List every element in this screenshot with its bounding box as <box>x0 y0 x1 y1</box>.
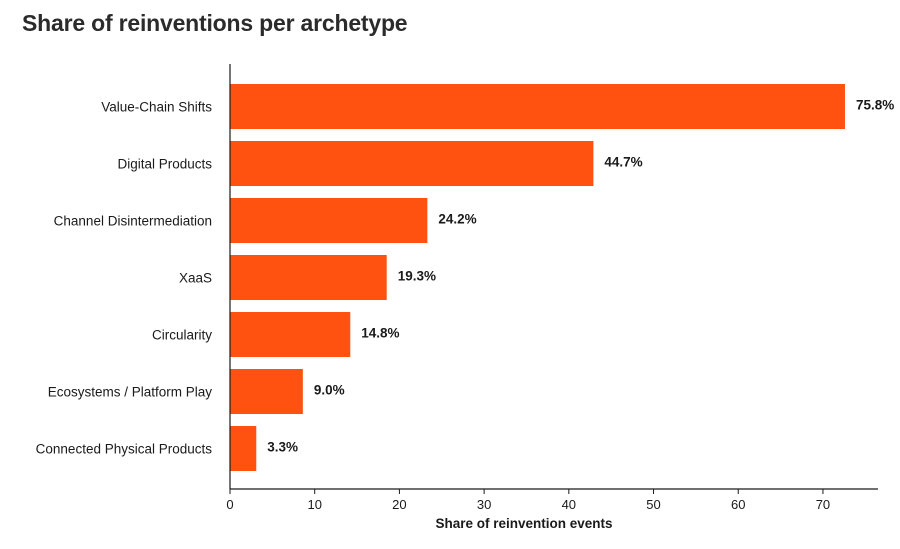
x-tick-label-5: 50 <box>646 497 660 512</box>
x-tick-label-1: 10 <box>307 497 321 512</box>
value-label-5: 9.0% <box>314 383 345 398</box>
category-label-3: XaaS <box>179 271 212 286</box>
category-label-2: Channel Disintermediation <box>54 214 212 229</box>
x-axis: 0 10 20 30 40 50 60 70 <box>226 488 878 512</box>
bar-6 <box>230 426 257 471</box>
value-label-1: 44.7% <box>604 155 642 170</box>
value-labels: 75.8% 44.7% 24.2% 19.3% 14.8% 9.0% 3.3% <box>267 98 894 455</box>
x-tick-label-0: 0 <box>226 497 233 512</box>
value-label-2: 24.2% <box>438 212 476 227</box>
bar-4 <box>230 312 351 357</box>
bar-5 <box>230 369 303 414</box>
x-tick-label-3: 30 <box>477 497 491 512</box>
x-tick-label-2: 20 <box>392 497 406 512</box>
bars-group <box>230 84 845 471</box>
category-label-4: Circularity <box>152 328 212 343</box>
bar-2 <box>230 198 428 243</box>
bar-1 <box>230 141 594 186</box>
value-label-6: 3.3% <box>267 440 298 455</box>
value-label-3: 19.3% <box>398 269 436 284</box>
x-tick-label-6: 60 <box>731 497 745 512</box>
chart-title: Share of reinventions per archetype <box>22 10 408 36</box>
x-tick-label-7: 70 <box>816 497 830 512</box>
category-label-5: Ecosystems / Platform Play <box>48 385 213 400</box>
x-axis-title: Share of reinvention events <box>435 516 612 531</box>
bar-0 <box>230 84 845 129</box>
value-label-0: 75.8% <box>856 98 894 113</box>
category-label-0: Value-Chain Shifts <box>101 100 212 115</box>
category-label-1: Digital Products <box>117 157 212 172</box>
category-label-6: Connected Physical Products <box>36 442 213 457</box>
category-labels: Value-Chain Shifts Digital Products Channe… <box>36 100 213 457</box>
x-tick-label-4: 40 <box>562 497 576 512</box>
bar-3 <box>230 255 387 300</box>
value-label-4: 14.8% <box>361 326 399 341</box>
